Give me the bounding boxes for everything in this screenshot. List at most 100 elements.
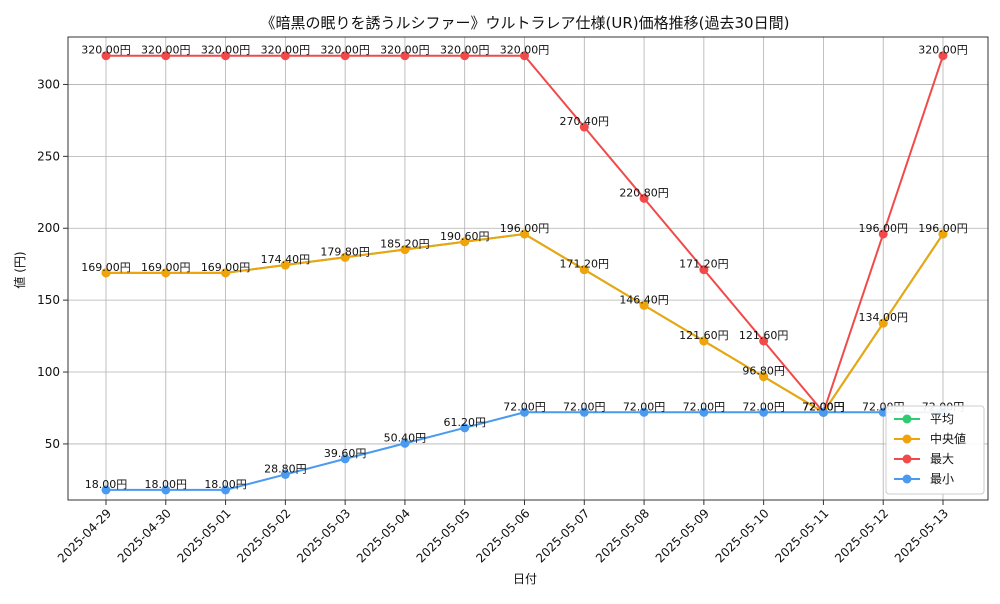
data-label: 196.00円	[500, 222, 550, 235]
data-point	[161, 51, 171, 61]
data-point	[699, 265, 709, 275]
data-label: 320.00円	[500, 44, 550, 57]
data-point	[579, 122, 589, 132]
data-label: 320.00円	[201, 44, 251, 57]
data-label: 169.00円	[201, 261, 251, 274]
x-tick-label: 2025-05-11	[772, 506, 831, 565]
data-point	[280, 469, 290, 479]
data-point	[639, 300, 649, 310]
legend-box	[885, 405, 985, 495]
data-label: 72.00円	[802, 400, 845, 413]
legend-label: 中央値	[930, 431, 966, 446]
data-point	[699, 407, 709, 417]
data-label: 72.00円	[742, 400, 785, 413]
data-label: 72.00円	[503, 400, 546, 413]
data-point	[520, 407, 529, 417]
data-point	[221, 485, 231, 495]
data-label: 220.80円	[619, 186, 669, 199]
x-axis-label: 日付	[513, 572, 537, 586]
data-point	[400, 438, 410, 448]
x-tick-label: 2025-05-02	[234, 506, 293, 565]
y-tick-label: 250	[37, 149, 60, 163]
x-tick-label: 2025-04-30	[115, 506, 174, 565]
data-label: 174.40円	[261, 253, 311, 266]
x-tick-label: 2025-04-29	[55, 506, 114, 565]
data-point	[460, 423, 470, 433]
data-point	[579, 265, 589, 275]
data-label: 179.80円	[320, 245, 370, 258]
y-tick-label: 300	[37, 77, 60, 91]
data-label: 61.20円	[443, 416, 486, 429]
x-tick-label: 2025-05-01	[174, 506, 233, 565]
legend-label: 最小	[930, 472, 954, 486]
data-label: 171.20円	[560, 258, 610, 271]
data-label: 121.60円	[739, 329, 789, 342]
data-label: 39.60円	[324, 447, 367, 460]
data-point	[818, 407, 828, 417]
data-point	[938, 51, 948, 61]
data-point	[639, 407, 649, 417]
data-point	[460, 237, 470, 247]
data-point	[101, 51, 111, 61]
data-label: 169.00円	[141, 261, 191, 274]
data-label: 72.00円	[563, 400, 606, 413]
data-point	[400, 245, 410, 255]
x-tick-label: 2025-05-07	[533, 506, 592, 565]
data-label: 72.00円	[683, 400, 726, 413]
data-point	[878, 229, 888, 239]
data-label: 28.80円	[264, 462, 307, 475]
data-point	[161, 268, 171, 278]
legend-label: 最大	[930, 452, 954, 466]
data-label: 171.20円	[679, 258, 729, 271]
y-tick-label: 100	[37, 365, 60, 379]
data-point	[520, 51, 529, 61]
legend-marker	[902, 474, 912, 484]
data-label: 320.00円	[380, 44, 430, 57]
data-point	[938, 229, 948, 239]
data-label: 72.00円	[802, 400, 845, 413]
data-point	[280, 51, 290, 61]
y-tick-label: 150	[37, 293, 60, 307]
data-point	[161, 485, 171, 495]
data-point	[759, 407, 769, 417]
grid-lines	[68, 37, 988, 500]
data-label: 72.00円	[802, 400, 845, 413]
x-tick-label: 2025-05-12	[832, 506, 891, 565]
data-point	[340, 252, 350, 262]
data-point	[101, 268, 111, 278]
data-point	[759, 372, 769, 382]
data-point	[520, 229, 529, 239]
data-label: 320.00円	[261, 44, 311, 57]
plot-frame	[67, 36, 989, 501]
x-tick-label: 2025-05-09	[653, 506, 712, 565]
data-label: 320.00円	[440, 44, 490, 57]
data-label: 146.40円	[619, 293, 669, 306]
data-label: 185.20円	[380, 238, 430, 251]
data-point	[221, 268, 231, 278]
data-point	[221, 51, 231, 61]
y-tick-label: 50	[45, 437, 60, 451]
data-label: 72.00円	[623, 400, 666, 413]
data-label: 96.80円	[742, 365, 785, 378]
data-label: 18.00円	[204, 478, 247, 491]
series-lines	[101, 51, 948, 495]
y-axis-label: 値 (円)	[12, 251, 27, 288]
x-tick-label: 2025-05-06	[473, 506, 532, 565]
data-label: 196.00円	[918, 222, 968, 235]
data-point	[280, 260, 290, 270]
data-label: 190.60円	[440, 230, 490, 243]
chart-title: 《暗黒の眠りを誘うルシファー》ウルトラレア仕様(UR)価格推移(過去30日間)	[261, 14, 790, 32]
legend-marker	[902, 414, 912, 424]
x-tick-label: 2025-05-13	[892, 506, 951, 565]
data-label: 270.40円	[560, 115, 610, 128]
legend-label: 平均	[930, 412, 954, 426]
legend-marker	[902, 434, 912, 444]
data-label: 134.00円	[858, 311, 908, 324]
legend-marker	[902, 454, 912, 464]
data-label: 18.00円	[145, 478, 188, 491]
data-point	[878, 407, 888, 417]
data-label: 196.00円	[858, 222, 908, 235]
